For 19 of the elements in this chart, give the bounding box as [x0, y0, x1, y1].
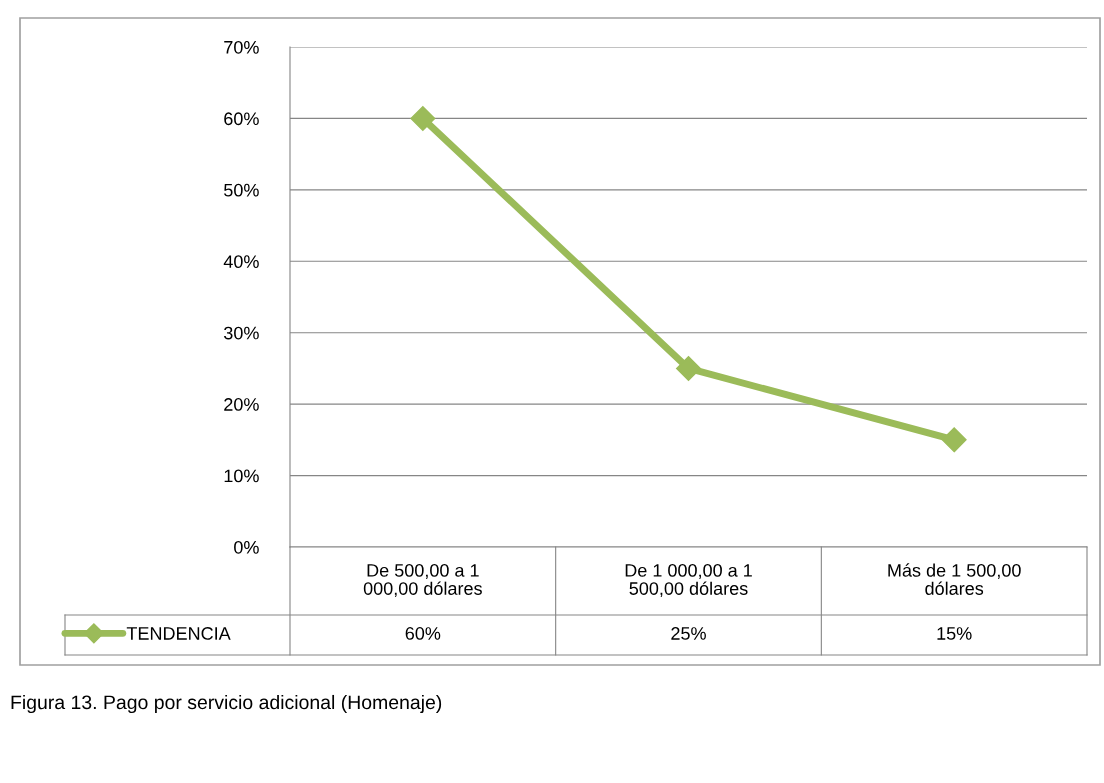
- point: [410, 105, 436, 131]
- y-tick-label: 10%: [224, 469, 259, 483]
- point: [941, 427, 967, 453]
- data-label: 25%: [671, 627, 706, 640]
- point: [676, 355, 701, 381]
- y-tick-label: 0%: [234, 540, 259, 554]
- x-tick-label: De 500,00 a 1 000,00 dólares: [363, 563, 482, 598]
- x-tick-label: De 1 000,00 a 1 500,00 dólares: [625, 563, 752, 598]
- y-tick-label: 20%: [224, 398, 259, 411]
- data-label: 15%: [937, 627, 972, 640]
- y-tick-label: 70%: [224, 40, 259, 54]
- text: Figura 13. Pago por servicio adicional (Homenaje): [11, 694, 442, 714]
- y-tick-label: 60%: [224, 112, 259, 126]
- y-tick-label: 50%: [224, 183, 259, 197]
- legend-label: TENDENCIA: [126, 627, 231, 640]
- x-tick-label: Más de 1 500,00 dólares: [888, 563, 1021, 595]
- data-label: 60%: [405, 627, 441, 640]
- y-tick-label: 40%: [223, 255, 259, 269]
- y-tick-label: 30%: [224, 326, 259, 340]
